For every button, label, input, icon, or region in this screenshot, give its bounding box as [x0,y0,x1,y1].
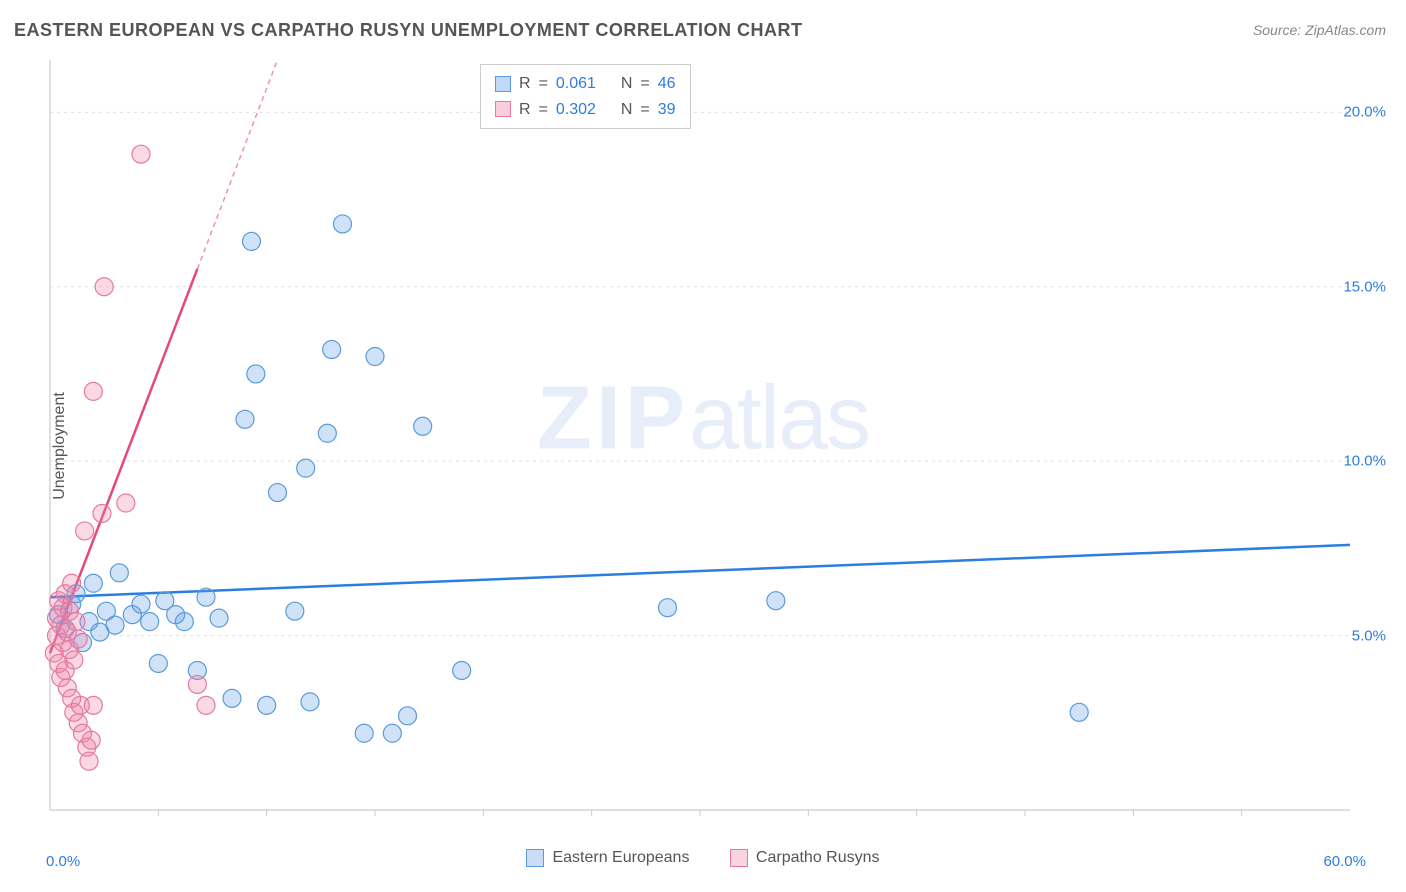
r-label: R [519,97,531,123]
r-label: R [519,71,531,97]
r-value: 0.302 [556,97,596,123]
y-tick-label: 15.0% [1343,278,1386,295]
y-tick-label: 20.0% [1343,104,1386,121]
source-attribution: Source: ZipAtlas.com [1253,22,1386,38]
chart-container: EASTERN EUROPEAN VS CARPATHO RUSYN UNEMP… [0,0,1406,892]
y-tick-label: 5.0% [1352,627,1386,644]
n-value: 46 [658,71,676,97]
equals-sign: = [640,97,649,123]
swatch-blue-icon [495,76,511,92]
swatch-pink-icon [730,849,748,867]
stats-row-blue: R = 0.061 N = 46 [495,71,676,97]
plot-area [50,60,1350,830]
legend-item-blue: Eastern Europeans [526,849,689,867]
n-value: 39 [658,97,676,123]
series-legend: Eastern Europeans Carpatho Rusyns [0,849,1406,872]
stats-row-pink: R = 0.302 N = 39 [495,97,676,123]
swatch-pink-icon [495,101,511,117]
legend-label: Eastern Europeans [552,849,689,867]
n-label: N [621,97,633,123]
equals-sign: = [640,71,649,97]
legend-label: Carpatho Rusyns [756,849,880,867]
r-value: 0.061 [556,71,596,97]
legend-item-pink: Carpatho Rusyns [730,849,880,867]
stats-legend-box: R = 0.061 N = 46 R = 0.302 N = 39 [480,64,691,129]
swatch-blue-icon [526,849,544,867]
equals-sign: = [539,71,548,97]
n-label: N [621,71,633,97]
scatter-plot-svg [50,60,1350,830]
equals-sign: = [539,97,548,123]
chart-title: EASTERN EUROPEAN VS CARPATHO RUSYN UNEMP… [14,20,803,41]
y-tick-label: 10.0% [1343,453,1386,470]
